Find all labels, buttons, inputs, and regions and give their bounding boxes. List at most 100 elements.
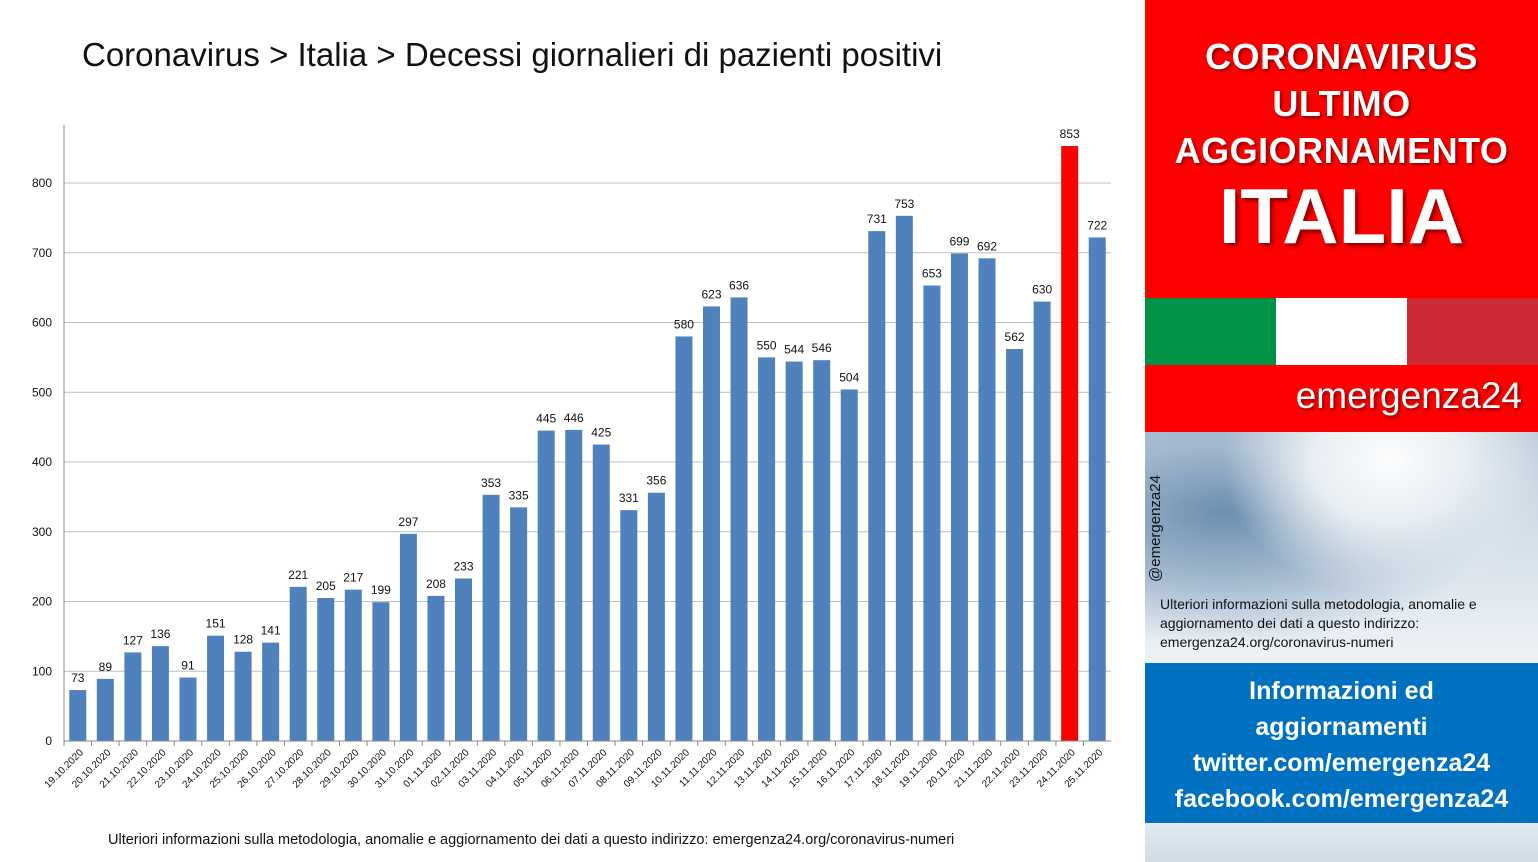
data-label: 692 <box>977 239 997 253</box>
italian-flag <box>1145 298 1538 365</box>
info-line-1: Informazioni ed <box>1249 677 1434 705</box>
background-photo: @emergenza24 Ulteriori informazioni sull… <box>1145 432 1538 663</box>
y-axis-ticks: 0 100 200 300 400 500 600 700 800 <box>32 176 52 748</box>
y-tick-label: 100 <box>32 664 52 678</box>
bar-27.10.2020 <box>289 586 307 741</box>
data-label: 151 <box>206 617 226 631</box>
flag-white-stripe <box>1276 298 1407 365</box>
bar-23.11.2020 <box>1033 301 1051 741</box>
data-label: 550 <box>757 338 777 352</box>
data-label: 580 <box>674 317 694 331</box>
info-box: Informazioni ed aggiornamenti twitter.co… <box>1145 663 1538 823</box>
bar-02.11.2020 <box>455 578 473 741</box>
bar-22.11.2020 <box>1006 349 1024 741</box>
bar-15.11.2020 <box>813 360 831 741</box>
bar-19.11.2020 <box>923 285 941 741</box>
y-tick-label: 300 <box>32 525 52 539</box>
bar-chart: 0 100 200 300 400 500 600 700 800 73 89 127 136 91 15… <box>32 125 1111 791</box>
bottom-photo-strip <box>1145 823 1538 862</box>
data-label: 335 <box>509 488 529 502</box>
bar-24.10.2020 <box>207 635 225 741</box>
data-label: 562 <box>1005 330 1025 344</box>
chart-title: Coronavirus > Italia > Decessi giornalie… <box>82 36 943 73</box>
bars <box>69 146 1106 742</box>
bar-04.11.2020 <box>510 507 528 741</box>
data-label: 853 <box>1060 127 1080 141</box>
info-line-2: aggiornamenti <box>1255 713 1428 741</box>
y-tick-label: 800 <box>32 176 52 190</box>
data-label: 73 <box>71 671 85 685</box>
brand-logo-text: emergenza24 <box>1295 375 1522 416</box>
bar-08.11.2020 <box>620 510 638 741</box>
data-label: 331 <box>619 491 639 505</box>
data-label: 208 <box>426 577 446 591</box>
bar-20.10.2020 <box>96 678 114 741</box>
data-label: 297 <box>398 515 418 529</box>
twitter-link[interactable]: twitter.com/emergenza24 <box>1192 749 1491 777</box>
country-label: ITALIA <box>1218 172 1465 260</box>
data-label: 630 <box>1032 283 1052 297</box>
data-label: 221 <box>288 568 308 582</box>
y-tick-label: 400 <box>32 455 52 469</box>
data-label: 89 <box>99 660 113 674</box>
data-label: 544 <box>784 343 804 357</box>
bar-24.11.2020 <box>1061 146 1079 742</box>
data-label: 653 <box>922 267 942 281</box>
data-label: 446 <box>564 411 584 425</box>
panel-note: Ulteriori informazioni sulla metodologia… <box>1160 596 1477 650</box>
bar-10.11.2020 <box>675 336 693 741</box>
bar-16.11.2020 <box>840 389 858 741</box>
bar-25.11.2020 <box>1088 237 1106 741</box>
bar-20.11.2020 <box>950 253 968 741</box>
bar-05.11.2020 <box>537 430 555 741</box>
footnote: Ulteriori informazioni sulla metodologia… <box>108 832 955 848</box>
bar-28.10.2020 <box>317 598 335 741</box>
y-tick-label: 700 <box>32 246 52 260</box>
data-label: 753 <box>894 197 914 211</box>
data-label: 199 <box>371 583 391 597</box>
bar-11.11.2020 <box>702 306 720 741</box>
data-label: 445 <box>536 412 556 426</box>
bar-23.10.2020 <box>179 677 197 741</box>
y-tick-label: 600 <box>32 316 52 330</box>
bar-06.11.2020 <box>565 429 583 741</box>
x-axis-ticks: 19.10.202020.10.202021.10.202022.10.2020… <box>43 741 1106 791</box>
data-label: 128 <box>233 633 253 647</box>
bar-25.10.2020 <box>234 651 252 741</box>
bar-19.10.2020 <box>69 690 87 741</box>
brand-bar: emergenza24 <box>1145 365 1538 432</box>
data-label: 722 <box>1087 218 1107 232</box>
data-label: 141 <box>261 624 281 638</box>
facebook-link[interactable]: facebook.com/emergenza24 <box>1174 785 1509 813</box>
headline-box: CORONAVIRUS ULTIMO AGGIORNAMENTO ITALIA <box>1145 0 1538 298</box>
data-label: 731 <box>867 212 887 226</box>
data-label: 546 <box>812 341 832 355</box>
y-tick-label: 500 <box>32 385 52 399</box>
flag-red-stripe <box>1407 298 1538 365</box>
bar-18.11.2020 <box>895 215 913 742</box>
data-label: 356 <box>646 474 666 488</box>
y-tick-label: 0 <box>45 734 52 748</box>
bar-31.10.2020 <box>399 533 417 741</box>
bar-21.10.2020 <box>124 652 142 741</box>
data-label: 127 <box>123 633 143 647</box>
data-label: 136 <box>150 627 170 641</box>
bar-30.10.2020 <box>372 602 390 741</box>
bar-26.10.2020 <box>262 642 280 741</box>
y-tick-label: 200 <box>32 595 52 609</box>
flag-green-stripe <box>1145 298 1276 365</box>
data-labels: 73 89 127 136 91 151 128 141 221 205 217 199 297 208 2… <box>71 127 1107 685</box>
bar-17.11.2020 <box>868 231 886 741</box>
bar-12.11.2020 <box>730 297 748 741</box>
data-label: 353 <box>481 476 501 490</box>
bar-29.10.2020 <box>344 589 362 741</box>
data-label: 425 <box>591 426 611 440</box>
data-label: 623 <box>701 287 721 301</box>
bar-21.11.2020 <box>978 258 996 741</box>
bar-13.11.2020 <box>758 357 776 741</box>
data-label: 217 <box>343 571 363 585</box>
data-label: 91 <box>181 659 195 673</box>
data-label: 504 <box>839 370 859 384</box>
data-label: 205 <box>316 579 336 593</box>
headline-line-1: CORONAVIRUS <box>1205 36 1478 77</box>
